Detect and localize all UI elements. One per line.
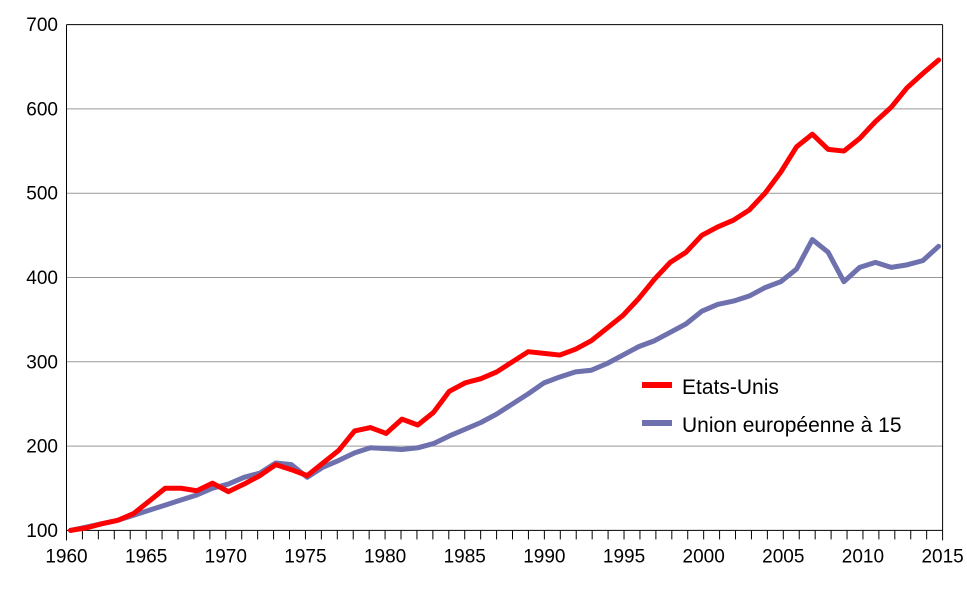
svg-text:2015: 2015 xyxy=(921,546,963,567)
svg-text:1980: 1980 xyxy=(364,546,406,567)
svg-text:Etats-Unis: Etats-Unis xyxy=(682,376,779,399)
svg-text:1970: 1970 xyxy=(205,546,247,567)
svg-text:400: 400 xyxy=(26,268,58,289)
svg-text:200: 200 xyxy=(26,437,58,458)
svg-text:700: 700 xyxy=(26,15,58,36)
svg-text:1995: 1995 xyxy=(603,546,645,567)
svg-text:100: 100 xyxy=(26,521,58,542)
svg-text:Union européenne à 15: Union européenne à 15 xyxy=(682,414,902,437)
svg-text:2010: 2010 xyxy=(842,546,884,567)
svg-text:1985: 1985 xyxy=(444,546,486,567)
svg-text:1965: 1965 xyxy=(125,546,167,567)
svg-text:2005: 2005 xyxy=(762,546,804,567)
svg-text:300: 300 xyxy=(26,352,58,373)
svg-text:500: 500 xyxy=(26,184,58,205)
svg-text:600: 600 xyxy=(26,99,58,120)
svg-text:1960: 1960 xyxy=(45,546,87,567)
svg-text:2000: 2000 xyxy=(683,546,725,567)
svg-text:1975: 1975 xyxy=(284,546,326,567)
svg-text:1990: 1990 xyxy=(523,546,565,567)
